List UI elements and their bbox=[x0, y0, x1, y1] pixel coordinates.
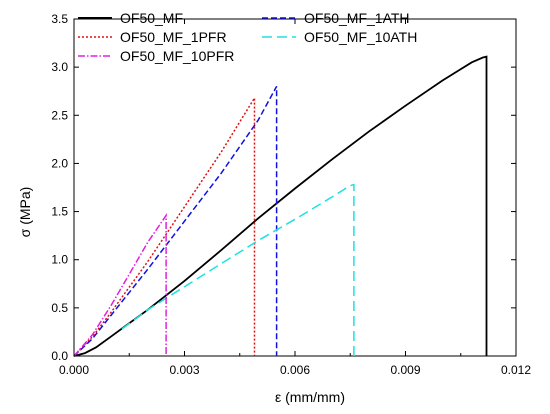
y-tick-label: 1.0 bbox=[51, 253, 68, 267]
x-axis-label: ε (mm/mm) bbox=[275, 389, 345, 405]
x-tick-label: 0.003 bbox=[169, 363, 199, 377]
series-line-of50-mf-1ath bbox=[73, 86, 278, 357]
legend-label: OF50_MF_1ATH bbox=[304, 10, 410, 26]
x-tick-label: 0.009 bbox=[390, 363, 420, 377]
legend-label: OF50_MF_10PFR bbox=[120, 48, 234, 64]
axes-layer: 0.000 0.003 0.006 0.009 0.012 0.0 0.5 1.0 1.5 2.0… bbox=[51, 12, 531, 377]
y-tick-label: 2.5 bbox=[51, 108, 68, 122]
y-tick-label: 3.5 bbox=[51, 12, 68, 26]
series-line-of50-mf-1pfr bbox=[73, 95, 256, 357]
series-line-of50-mf-10ath bbox=[121, 183, 355, 356]
x-tick-label: 0.012 bbox=[501, 363, 531, 377]
y-tick-label: 0.5 bbox=[51, 301, 68, 315]
x-tick-label: 0.000 bbox=[59, 363, 89, 377]
legend-label: OF50_MF bbox=[120, 10, 183, 26]
legend-label: OF50_MF_10ATH bbox=[304, 29, 417, 45]
series-line-of50-mf-10pfr bbox=[73, 212, 167, 357]
y-tick-label: 3.0 bbox=[51, 60, 68, 74]
y-tick-label: 2.0 bbox=[51, 156, 68, 170]
y-tick-label: 0.0 bbox=[51, 349, 68, 363]
y-tick-label: 1.5 bbox=[51, 205, 68, 219]
x-tick-label: 0.006 bbox=[280, 363, 310, 377]
legend-label: OF50_MF_1PFR bbox=[120, 29, 227, 45]
legend: OF50_MF OF50_MF_1PFR OF50_MF_10PFR OF50_MF_… bbox=[78, 10, 417, 64]
y-axis-label: σ (MPa) bbox=[17, 187, 33, 238]
series-layer bbox=[73, 55, 488, 357]
series-line-of50-mf bbox=[73, 55, 488, 357]
